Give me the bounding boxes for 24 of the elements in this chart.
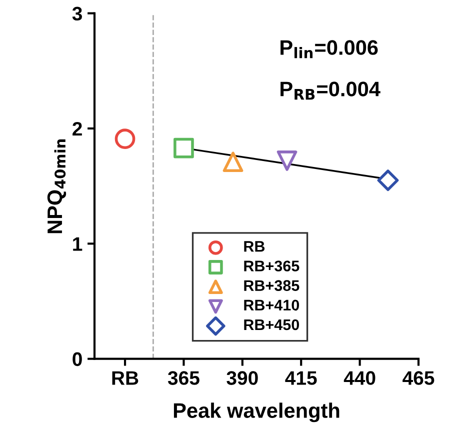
point <box>114 128 136 150</box>
point <box>222 152 244 172</box>
y-tick-label: 3 <box>72 6 82 21</box>
legend-label: RB+385 <box>244 280 300 292</box>
y-tick-label: 0 <box>72 352 82 366</box>
legend-label: RB+410 <box>244 300 300 311</box>
x-tick-label: 415 <box>285 371 317 385</box>
x-tick-label: 440 <box>344 371 376 385</box>
annotation: P$_{lin}$=0.006 <box>280 40 378 58</box>
y-tick-label: 1 <box>73 237 82 251</box>
x-axis-title: Peak wavelength <box>174 402 340 422</box>
legend-label: RB+450 <box>244 319 300 330</box>
point <box>377 170 399 192</box>
x-tick-label: 365 <box>168 371 200 385</box>
annotation: P$_{RB}$=0.004 <box>280 82 380 100</box>
point <box>174 138 194 158</box>
point <box>276 150 298 171</box>
legend-label: RB+365 <box>244 260 300 272</box>
y-tick-label: 2 <box>72 122 82 136</box>
x-tick-label: RB <box>112 371 138 385</box>
x-tick-label: 465 <box>402 371 434 385</box>
x-tick-label: 390 <box>226 371 258 385</box>
legend-label: RB <box>244 241 265 252</box>
y-axis-title: NPQ$_{40min}$ <box>47 139 66 234</box>
